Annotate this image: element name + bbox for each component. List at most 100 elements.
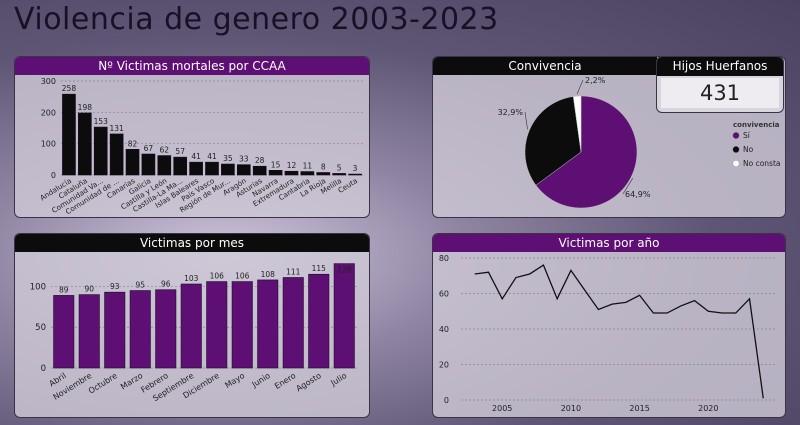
data-label: 103	[184, 274, 199, 283]
bar	[282, 277, 304, 369]
hijos-huerfanos-card: Hijos Huerfanos 431	[656, 56, 784, 113]
x-tick-label: Mayo	[223, 371, 246, 390]
data-label: 41	[191, 152, 201, 161]
data-label: 82	[128, 139, 138, 148]
bar	[231, 281, 253, 369]
x-tick-label: Agosto	[295, 371, 323, 393]
y-tick-label: 200	[41, 108, 56, 117]
bar	[62, 93, 76, 176]
data-label: 153	[94, 117, 109, 126]
pie-slice	[524, 96, 582, 186]
y-tick-label: 100	[30, 282, 46, 292]
legend-swatch	[732, 132, 740, 139]
x-tick-label: Enero	[273, 371, 297, 391]
legend-label: No consta	[743, 159, 781, 168]
x-tick-label: Junio	[250, 371, 272, 390]
bar	[205, 161, 219, 176]
bar	[308, 273, 330, 369]
y-tick-label: 80	[439, 254, 449, 263]
data-label: 93	[110, 282, 120, 291]
hijos-huerfanos-value: 431	[661, 78, 779, 108]
convivencia-panel-title: Convivencia	[433, 57, 657, 75]
data-label: 111	[286, 267, 301, 276]
bar	[53, 295, 75, 369]
bar	[78, 294, 100, 369]
x-tick-label: 2015	[629, 404, 649, 413]
ccaa-panel: Nº Victimas mortales por CCAA 0 100 200 300…	[14, 56, 370, 218]
data-label: 90	[84, 285, 94, 294]
data-label: 8	[321, 162, 326, 171]
legend-title: convivencia	[733, 121, 780, 129]
bar	[221, 163, 235, 176]
bar	[332, 173, 346, 176]
data-label: 15	[271, 160, 281, 169]
y-tick-label: 50	[35, 323, 46, 333]
bar	[157, 155, 172, 176]
anio-panel: Victimas por año 0 20 40 60 80 2005 2010 2015 20…	[432, 233, 786, 418]
x-tick-label: 2005	[492, 404, 512, 413]
bar	[316, 172, 331, 176]
bar	[180, 283, 202, 369]
legend-label: No	[743, 145, 754, 154]
bar	[257, 279, 279, 369]
x-tick-label: 2010	[561, 404, 581, 413]
y-tick-label: 60	[439, 290, 449, 299]
bar	[333, 263, 355, 369]
data-label: 5	[337, 163, 342, 172]
bar	[189, 161, 203, 176]
convivencia-pie-chart: 64,9% 32,9% 2,2% convivencia Sí No No consta	[498, 76, 781, 209]
ccaa-bar-chart: 0100200300258Andalucía198Cataluña153Comu…	[38, 77, 363, 216]
data-label: 258	[62, 84, 77, 93]
data-label: 67	[144, 144, 154, 153]
bar	[268, 170, 283, 176]
slice-label: 2,2%	[585, 76, 606, 85]
data-label: 95	[135, 281, 145, 290]
data-label: 89	[59, 285, 69, 294]
anio-panel-title: Victimas por año	[433, 234, 785, 252]
data-label: 131	[109, 124, 124, 133]
mes-panel: Victimas por mes 0 50 100 89 Abril 90 Noviembr…	[14, 233, 370, 418]
bar	[300, 171, 315, 176]
mes-panel-title: Victimas por mes	[15, 234, 369, 252]
data-label: 12	[287, 161, 297, 170]
slice-label: 64,9%	[625, 190, 651, 199]
data-label: 106	[210, 272, 225, 281]
data-label: 106	[235, 272, 250, 281]
y-tick-label: 0	[51, 171, 56, 180]
data-label: 198	[78, 103, 93, 112]
y-tick-label: 40	[439, 325, 449, 334]
data-label: 57	[175, 147, 185, 156]
bar	[173, 156, 188, 176]
y-tick-label: 0	[444, 396, 449, 405]
data-label: 11	[303, 162, 313, 171]
bar	[236, 164, 251, 176]
bar	[93, 126, 108, 176]
legend-swatch	[732, 146, 740, 153]
hijos-huerfanos-label: Hijos Huerfanos	[657, 57, 783, 76]
bar	[109, 133, 124, 176]
anio-line-chart: 0 20 40 60 80 2005 2010 2015 2020	[439, 254, 777, 413]
data-label: 115	[312, 264, 327, 273]
bar	[78, 112, 92, 176]
bar	[125, 149, 140, 176]
slice-leader	[576, 79, 584, 95]
data-label: 28	[255, 156, 265, 165]
data-label: 3	[353, 164, 358, 173]
data-label: 33	[239, 155, 249, 164]
series-line	[474, 264, 764, 399]
data-label: 62	[160, 146, 170, 155]
x-tick-label: Octubre	[87, 371, 119, 396]
bar	[284, 170, 299, 176]
data-label: 128	[337, 266, 352, 275]
y-tick-label: 100	[41, 140, 56, 149]
bar	[129, 290, 151, 369]
x-tick-label: Julio	[328, 371, 348, 388]
data-label: 35	[223, 154, 233, 163]
bar	[348, 173, 362, 176]
bar	[206, 281, 228, 369]
data-label: 108	[261, 270, 276, 279]
slice-leader	[524, 111, 528, 130]
pie-slice	[573, 95, 582, 153]
y-tick-label: 0	[41, 364, 46, 374]
